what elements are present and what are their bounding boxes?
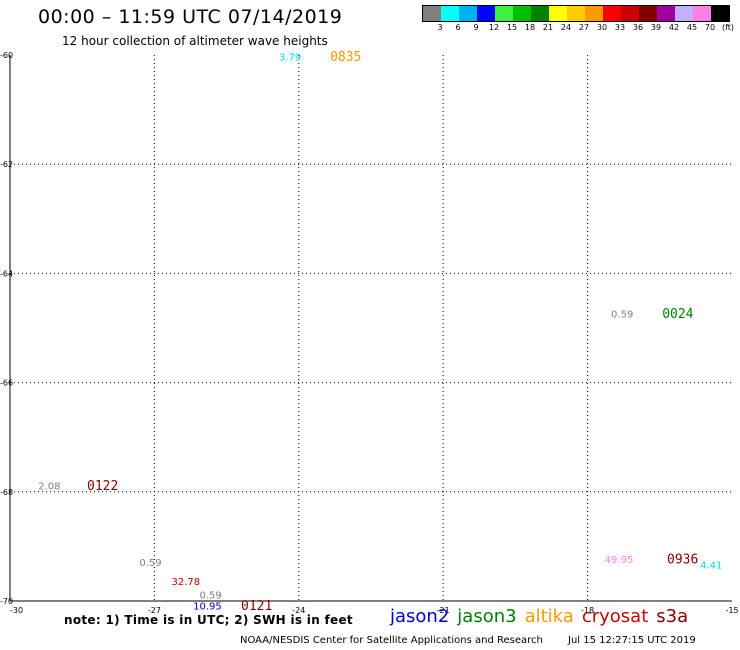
y-tick-label: -60 [0,51,13,60]
colorbar-swatch [711,6,729,21]
colorbar-label: 21 [542,23,554,32]
swh-value-label: 0.59 [139,558,161,569]
pass-time-label: 0024 [662,307,693,322]
satellite-legend: jason2 jason3 altika cryosat s3a [390,606,696,627]
colorbar-swatch [639,6,657,21]
swh-value-label: 4.41 [700,561,722,572]
legend-entry-s3a: s3a [656,606,689,627]
colorbar-swatch [675,6,693,21]
colorbar-swatch [657,6,675,21]
colorbar-label: 15 [506,23,518,32]
colorbar-swatch [423,6,441,21]
colorbar-swatch [585,6,603,21]
colorbar-label: 12 [488,23,500,32]
colorbar-swatch [477,6,495,21]
x-tick-label: -18 [581,606,594,615]
credit-line: NOAA/NESDIS Center for Satellite Applica… [240,635,543,646]
colorbar-label: 36 [632,23,644,32]
y-tick-label: -68 [0,488,13,497]
colorbar-labels: 3 6 9 12 15 18 21 24 27 30 33 36 39 42 45 70 (ft) [422,23,740,35]
y-tick-label: -70 [0,597,13,606]
swh-value-label: 2.08 [38,481,60,492]
x-tick-label: -15 [725,606,738,615]
swh-value-label: 10.95 [193,601,222,612]
legend-entry-altika: altika [524,606,574,627]
y-tick-label: -66 [0,379,13,388]
colorbar-label: 70 [704,23,716,32]
colorbar-label: 45 [686,23,698,32]
chart-subtitle: 12 hour collection of altimeter wave hei… [62,34,328,48]
chart-title: 00:00 – 11:59 UTC 07/14/2019 [38,6,343,28]
pass-time-label: 0122 [87,479,118,494]
colorbar-label: 24 [560,23,572,32]
legend-entry-jason2: jason2 [390,606,450,627]
x-tick-label: -27 [148,606,161,615]
x-tick-label: -24 [292,606,305,615]
x-tick-label: -30 [10,606,23,615]
y-tick-label: -64 [0,269,13,278]
generated-timestamp: Jul 15 12:27:15 UTC 2019 [568,635,696,646]
x-tick-label: -21 [437,606,450,615]
pass-time-label: 0936 [667,553,698,568]
colorbar-swatch [693,6,711,21]
legend-entry-jason3: jason3 [457,606,517,627]
pass-time-label: 0121 [241,599,272,614]
pass-time-label: 0835 [330,50,361,65]
swh-value-label: 32.78 [171,577,200,588]
colorbar-label: 6 [455,23,461,32]
colorbar-label: (ft) [721,23,735,32]
colorbar-label: 3 [437,23,443,32]
colorbar-label: 18 [524,23,536,32]
swh-value-label: 3.79 [279,53,301,64]
colorbar-label: 27 [578,23,590,32]
colorbar-swatch [603,6,621,21]
swh-value-label: 0.59 [200,591,222,602]
colorbar-swatch [513,6,531,21]
colorbar-swatch [495,6,513,21]
colorbar-label: 30 [596,23,608,32]
colorbar-label: 42 [668,23,680,32]
y-tick-label: -62 [0,160,13,169]
colorbar-swatch [549,6,567,21]
footer-note: note: 1) Time is in UTC; 2) SWH is in fe… [64,613,353,627]
colorbar [422,5,730,22]
colorbar-swatch [621,6,639,21]
swh-value-label: 0.59 [611,309,633,320]
colorbar-swatch [441,6,459,21]
colorbar-label: 33 [614,23,626,32]
colorbar-swatch [531,6,549,21]
colorbar-label: 9 [473,23,479,32]
colorbar-swatch [567,6,585,21]
legend-entry-cryosat: cryosat [581,606,649,627]
colorbar-label: 39 [650,23,662,32]
swh-value-label: 49.95 [605,555,634,566]
colorbar-swatch [459,6,477,21]
